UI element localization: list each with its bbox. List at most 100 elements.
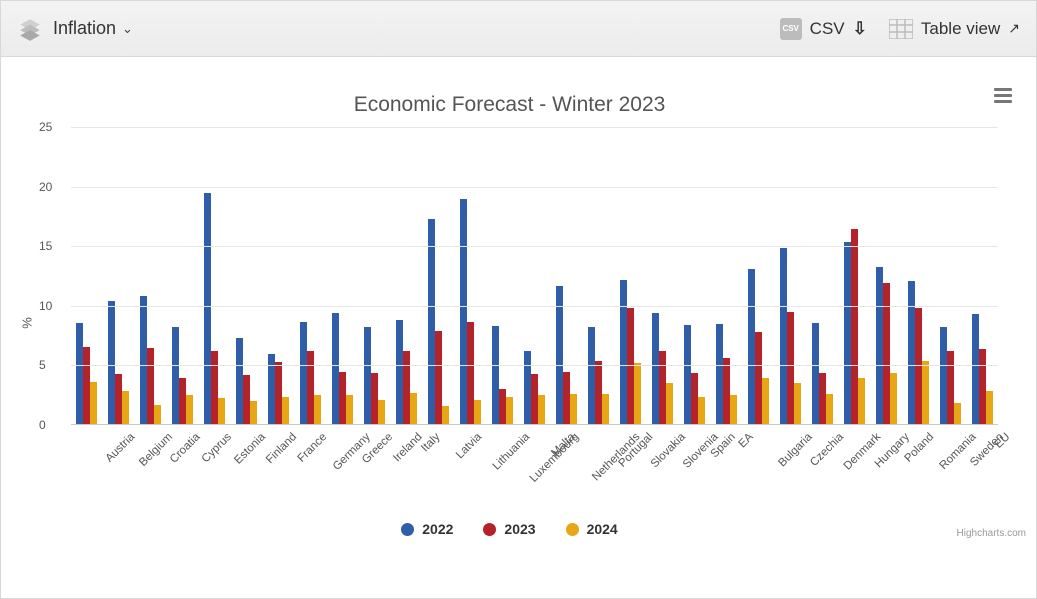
bar[interactable] (378, 400, 385, 424)
bar[interactable] (236, 338, 243, 424)
bar[interactable] (595, 361, 602, 424)
bar[interactable] (371, 373, 378, 424)
bar[interactable] (659, 351, 666, 424)
bar[interactable] (499, 389, 506, 424)
bar[interactable] (755, 332, 762, 424)
bar[interactable] (83, 347, 90, 424)
bar[interactable] (275, 362, 282, 424)
bar[interactable] (794, 383, 801, 424)
bar[interactable] (851, 229, 858, 424)
legend-dot-icon (401, 523, 414, 536)
external-link-icon: ↗ (1008, 20, 1020, 37)
bar[interactable] (250, 401, 257, 424)
bar[interactable] (108, 301, 115, 424)
bar[interactable] (243, 375, 250, 424)
bar[interactable] (410, 393, 417, 424)
bar[interactable] (748, 269, 755, 424)
bar[interactable] (268, 354, 275, 424)
bar[interactable] (858, 378, 865, 424)
bar[interactable] (698, 397, 705, 424)
bar[interactable] (76, 323, 83, 424)
bar[interactable] (474, 400, 481, 424)
bar[interactable] (819, 373, 826, 424)
legend-item[interactable]: 2024 (566, 521, 618, 537)
bar[interactable] (947, 351, 954, 424)
bar[interactable] (492, 326, 499, 424)
bar[interactable] (876, 267, 883, 424)
bar[interactable] (812, 323, 819, 424)
bar[interactable] (922, 361, 929, 424)
bar[interactable] (787, 312, 794, 424)
bar[interactable] (620, 280, 627, 424)
bar[interactable] (186, 395, 193, 424)
table-view-button[interactable]: Table view ↗ (889, 19, 1020, 39)
bar[interactable] (460, 199, 467, 424)
bar[interactable] (314, 395, 321, 424)
bar[interactable] (908, 281, 915, 424)
bar[interactable] (211, 351, 218, 424)
bar[interactable] (179, 378, 186, 424)
bar[interactable] (684, 325, 691, 424)
bar[interactable] (588, 327, 595, 424)
bar[interactable] (666, 383, 673, 424)
bar[interactable] (307, 351, 314, 424)
indicator-dropdown[interactable]: Inflation ⌄ (53, 18, 133, 39)
bar[interactable] (172, 327, 179, 424)
bar[interactable] (346, 395, 353, 424)
bar[interactable] (467, 322, 474, 425)
y-tick-label: 20 (39, 180, 52, 194)
bar[interactable] (780, 248, 787, 424)
bar[interactable] (396, 320, 403, 424)
category-group (806, 127, 838, 424)
toolbar-right: CSV CSV ⇩ Table view ↗ (780, 18, 1020, 40)
bar[interactable] (954, 403, 961, 424)
bar[interactable] (986, 391, 993, 424)
bar[interactable] (442, 406, 449, 424)
bar[interactable] (332, 313, 339, 424)
bar[interactable] (723, 358, 730, 424)
bar[interactable] (716, 324, 723, 424)
bar[interactable] (730, 395, 737, 424)
bar[interactable] (204, 193, 211, 424)
bar[interactable] (140, 296, 147, 424)
bar[interactable] (90, 382, 97, 424)
bar[interactable] (979, 349, 986, 424)
bar[interactable] (972, 314, 979, 424)
x-axis-labels: AustriaBelgiumCroatiaCyprusEstoniaFinlan… (71, 429, 998, 519)
bar[interactable] (147, 348, 154, 424)
bar[interactable] (218, 398, 225, 424)
category-group (71, 127, 103, 424)
bar[interactable] (634, 363, 641, 424)
legend-item[interactable]: 2023 (483, 521, 535, 537)
bar[interactable] (122, 391, 129, 424)
chart-menu-button[interactable] (994, 85, 1012, 106)
bar[interactable] (570, 394, 577, 424)
bar[interactable] (506, 397, 513, 424)
bar[interactable] (435, 331, 442, 424)
bar[interactable] (531, 374, 538, 424)
bar[interactable] (844, 242, 851, 424)
bar[interactable] (115, 374, 122, 424)
category-group (614, 127, 646, 424)
bar[interactable] (883, 283, 890, 424)
bar[interactable] (538, 395, 545, 424)
legend-item[interactable]: 2022 (401, 521, 453, 537)
bar[interactable] (652, 313, 659, 424)
bar[interactable] (890, 373, 897, 424)
bar[interactable] (364, 327, 371, 424)
bar[interactable] (940, 327, 947, 424)
csv-export-button[interactable]: CSV CSV ⇩ (780, 18, 867, 40)
bar[interactable] (563, 372, 570, 424)
bar[interactable] (154, 405, 161, 424)
bar[interactable] (602, 394, 609, 424)
toolbar: Inflation ⌄ CSV CSV ⇩ Table view ↗ (1, 1, 1036, 57)
bar[interactable] (403, 351, 410, 424)
bar[interactable] (691, 373, 698, 424)
bar[interactable] (339, 372, 346, 424)
bar[interactable] (300, 322, 307, 425)
bar[interactable] (762, 378, 769, 424)
bar[interactable] (428, 219, 435, 424)
bar[interactable] (282, 397, 289, 424)
bar[interactable] (826, 394, 833, 424)
bar[interactable] (524, 351, 531, 424)
